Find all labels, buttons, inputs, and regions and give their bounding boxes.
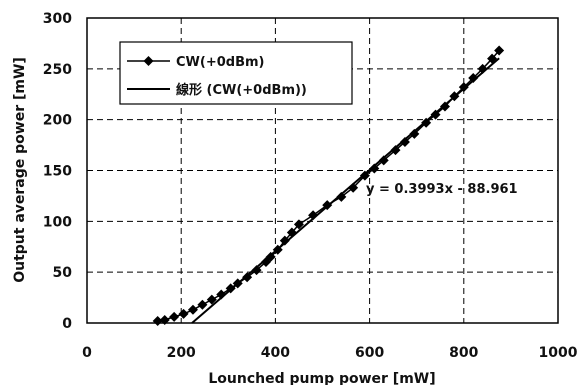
y-tick-label: 250: [43, 62, 72, 78]
data-point: [409, 128, 420, 139]
x-tick-label: 200: [167, 345, 196, 361]
data-point: [421, 117, 432, 128]
y-tick-label: 50: [53, 265, 73, 281]
x-axis-title: Lounched pump power [mW]: [208, 371, 435, 385]
y-tick-labels: 0 50 100 150 200 250 300: [43, 11, 72, 332]
data-point: [197, 299, 208, 310]
data-point: [390, 145, 401, 156]
data-point: [430, 109, 441, 120]
data-point: [494, 45, 505, 56]
data-point: [206, 294, 217, 305]
data-point: [272, 244, 283, 255]
data-point: [286, 227, 297, 238]
y-tick-label: 200: [43, 113, 72, 129]
data-point: [169, 311, 180, 322]
data-point: [449, 91, 460, 102]
data-point: [187, 304, 198, 315]
legend: CW(+0dBm) 線形 (CW(+0dBm)): [119, 41, 353, 105]
legend-marker-diamond-icon: [143, 56, 154, 66]
data-point: [399, 137, 410, 148]
y-axis-title: Output average power [mW]: [12, 57, 28, 283]
data-point: [439, 101, 450, 112]
data-point: [308, 210, 319, 221]
plot-frame: [86, 17, 559, 324]
x-tick-label: 600: [355, 345, 384, 361]
data-point: [487, 53, 498, 64]
y-tick-label: 300: [43, 11, 72, 27]
trendline-equation: y = 0.3993x - 88.961: [366, 182, 518, 197]
data-point: [225, 283, 236, 294]
data-point: [378, 155, 389, 166]
x-tick-label: 1000: [539, 345, 578, 361]
data-point: [251, 265, 262, 276]
data-point: [477, 63, 488, 74]
data-point: [216, 289, 227, 300]
data-point: [468, 72, 479, 83]
data-point: [293, 219, 304, 230]
data-point: [265, 251, 276, 262]
y-tick-label: 150: [43, 164, 72, 180]
x-tick-labels: 0 200 400 600 800 1000: [82, 345, 578, 361]
data-point: [336, 191, 347, 202]
y-tick-label: 0: [62, 316, 72, 332]
data-point: [458, 82, 469, 93]
legend-label-cw: CW(+0dBm): [176, 55, 264, 70]
series-layer: [152, 45, 505, 326]
data-point: [178, 308, 189, 319]
y-tick-label: 100: [43, 214, 72, 230]
legend-label-linear: 線形 (CW(+0dBm)): [176, 82, 307, 98]
x-tick-label: 0: [82, 345, 92, 361]
x-tick-label: 800: [449, 345, 478, 361]
data-point: [159, 314, 170, 325]
data-point: [348, 182, 359, 193]
data-point: [322, 200, 333, 211]
data-point: [279, 235, 290, 246]
data-point: [369, 163, 380, 174]
data-point: [359, 170, 370, 181]
x-tick-label: 400: [261, 345, 290, 361]
data-point: [232, 278, 243, 289]
legend-box: [119, 41, 353, 105]
data-point: [242, 272, 253, 283]
data-point: [152, 315, 163, 326]
